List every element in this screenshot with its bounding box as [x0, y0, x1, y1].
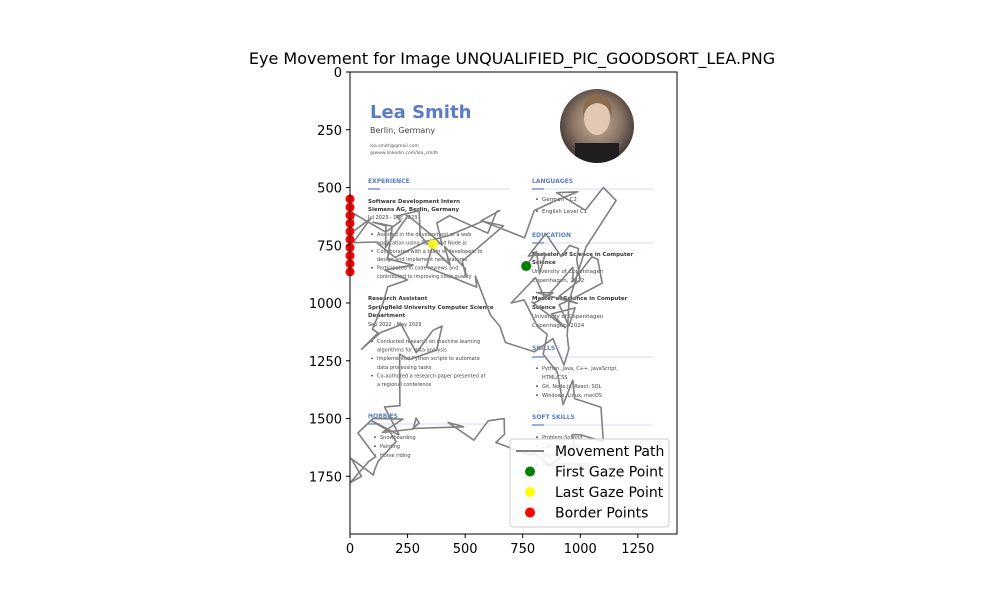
job2-item: Co-authored a research paper presented a…: [377, 373, 486, 379]
x-axis-ticks: 0 250 500 750 1000 1250: [346, 534, 654, 557]
job2-title: Research Assistant: [368, 296, 428, 302]
job1-bullet: [371, 233, 373, 236]
skill-bullet: [536, 394, 538, 397]
job1-item: design and implement new features: [377, 257, 468, 263]
last-gaze-point: [427, 239, 438, 250]
y-tick-label: 1750: [309, 470, 342, 485]
skill-item: Git, Node.js, React, SQL: [542, 384, 602, 390]
resume-linkedin: @www.linkedin.com/lea_smith: [370, 150, 438, 156]
y-axis-ticks: 0 250 500 750 1000 1250 1500 1750: [309, 66, 350, 485]
job2-bullets: Conducted research on machine learning al…: [371, 339, 486, 388]
edu2-title: Master of Science in Computer: [532, 296, 628, 302]
job1-item: Collaborated with a team of developers t…: [377, 249, 483, 255]
x-tick-label: 500: [453, 542, 478, 557]
hobby-item: Snowboarding: [380, 435, 416, 441]
edu2-title-cont: Science: [532, 305, 556, 311]
profile-photo: [560, 89, 634, 163]
hobby-bullet: [374, 445, 376, 448]
soft-skill-item: Problem-Solving: [542, 435, 583, 441]
y-tick-label: 1000: [309, 297, 342, 312]
edu1-place: Copenhagen, 2022: [532, 278, 584, 284]
y-tick-label: 500: [317, 182, 342, 197]
job2-item: Conducted research on machine learning: [377, 339, 480, 345]
language-bullet: [536, 210, 538, 213]
y-tick-label: 250: [317, 124, 342, 139]
section-soft-skills: SOFT SKILLS: [532, 414, 575, 421]
legend-swatch-dot: [525, 487, 535, 497]
chart-title: Eye Movement for Image UNQUALIFIED_PIC_G…: [249, 49, 775, 69]
legend-label: Border Points: [555, 506, 648, 522]
legend: Movement Path First Gaze Point Last Gaze P…: [509, 438, 670, 528]
job1-dates: Jul 2023 - Dec 2023: [367, 215, 417, 221]
x-tick-label: 1250: [621, 542, 654, 557]
legend-swatch-dot: [525, 466, 535, 477]
section-hobbies: HOBBIES: [368, 413, 398, 420]
job2-company-cont: Department: [368, 313, 406, 319]
legend-swatch-dot: [525, 507, 535, 518]
x-tick-label: 0: [346, 542, 354, 557]
x-tick-label: 750: [510, 542, 535, 557]
legend-label: Movement Path: [555, 444, 664, 460]
x-tick-label: 250: [395, 542, 420, 557]
section-experience: EXPERIENCE: [368, 178, 410, 185]
skill-list: Python, Java, C++, JavaScript, HTML/CSS Gi…: [536, 366, 618, 399]
section-languages: LANGUAGES: [532, 178, 573, 185]
job1-title: Software Development Intern: [368, 199, 460, 205]
language-bullet: [536, 198, 538, 201]
edu2-place: Copenhagen, 2024: [532, 323, 585, 329]
edu1-title: Bachelor of Science in Computer: [532, 252, 633, 258]
skill-bullet: [536, 367, 538, 370]
job2-dates: Sep 2022 - May 2023: [368, 322, 421, 328]
job1-company: Siemens AG, Berlin, Germany: [368, 207, 460, 213]
job2-bullet: [371, 357, 373, 360]
first-gaze-point: [521, 261, 532, 272]
job1-item: Assisted in the development of a web: [377, 232, 471, 238]
job1-item: contributed to improving code quality: [377, 274, 472, 280]
job1-item: Participated in code reviews and: [377, 266, 458, 272]
edu1-title-cont: Science: [532, 260, 556, 266]
y-tick-label: 1250: [309, 355, 342, 370]
legend-label: Last Gaze Point: [555, 485, 664, 501]
skill-item: Windows, Linux, macOS: [542, 393, 602, 399]
legend-label: First Gaze Point: [555, 465, 664, 481]
y-tick-label: 750: [317, 239, 342, 254]
hobby-item: Horse riding: [380, 453, 411, 459]
hobby-item: Painting: [380, 444, 400, 450]
skill-item: HTML/CSS: [542, 375, 567, 381]
movement-path-line: [350, 186, 617, 484]
job2-item: a regional conference: [377, 382, 431, 388]
job2-item: algorithms for data analysis: [377, 348, 447, 354]
resume-location: Berlin, Germany: [370, 126, 435, 135]
job1-bullet: [371, 266, 373, 269]
y-tick-label: 0: [334, 66, 342, 81]
x-tick-label: 1000: [564, 542, 597, 557]
job2-bullet: [371, 374, 373, 377]
skill-item: Python, Java, C++, JavaScript,: [542, 366, 618, 372]
skill-bullet: [536, 385, 538, 388]
soft-skill-bullet: [536, 436, 538, 439]
hobby-bullet: [374, 436, 376, 439]
y-tick-label: 1500: [309, 413, 342, 428]
section-education: EDUCATION: [532, 232, 571, 239]
job2-company: Springfield University Computer Science: [368, 305, 494, 311]
job2-item: Implemented Python scripts to automate: [377, 356, 480, 362]
resume-name: Lea Smith: [370, 102, 471, 123]
resume-email: lea.smith@gmail.com: [370, 143, 419, 149]
job2-item: data processing tasks: [377, 365, 432, 371]
job1-bullet: [371, 250, 373, 252]
movement-path: [350, 186, 617, 484]
language-item: English Level C1: [542, 209, 587, 215]
